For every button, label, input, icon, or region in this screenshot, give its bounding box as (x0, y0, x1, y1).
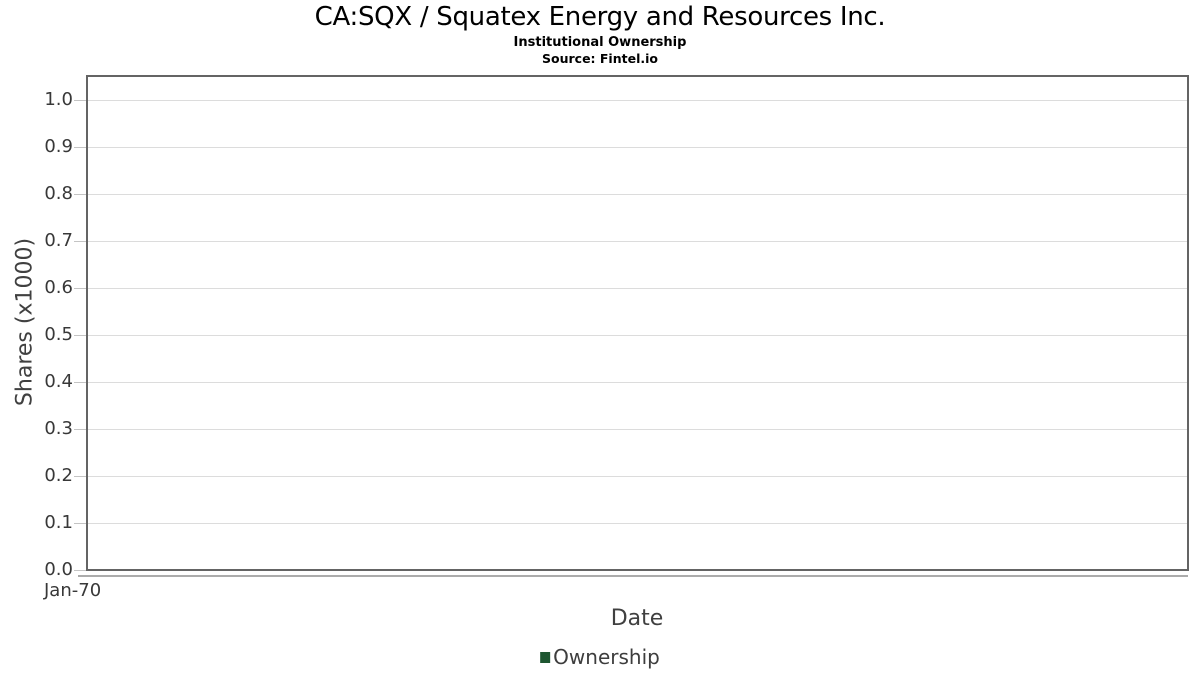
y-tick-label: 0.2 (44, 465, 73, 486)
chart-title: CA:SQX / Squatex Energy and Resources In… (314, 2, 886, 32)
y-tick-mark (74, 100, 86, 101)
gridline (88, 429, 1187, 430)
y-tick-mark (74, 241, 86, 242)
y-tick-mark (74, 288, 86, 289)
chart-subtitle: Institutional Ownership (513, 35, 687, 50)
gridline (88, 335, 1187, 336)
gridline (88, 147, 1187, 148)
chart-source: Source: Fintel.io (542, 51, 658, 66)
x-tick-label: Jan-70 (44, 580, 102, 601)
legend-label: Ownership (553, 645, 660, 669)
gridline (88, 523, 1187, 524)
y-axis-title: Shares (x1000) (12, 237, 38, 407)
y-tick-label: 0.4 (44, 371, 73, 392)
gridline (88, 476, 1187, 477)
y-tick-mark (74, 570, 86, 571)
y-tick-label: 0.7 (44, 230, 73, 251)
y-tick-mark (74, 194, 86, 195)
y-tick-label: 0.0 (44, 559, 73, 580)
y-tick-label: 0.3 (44, 418, 73, 439)
gridline (88, 382, 1187, 383)
y-tick-label: 0.5 (44, 324, 73, 345)
y-tick-label: 0.6 (44, 277, 73, 298)
y-tick-mark (74, 429, 86, 430)
x-axis-title: Date (610, 606, 664, 631)
y-tick-mark (74, 147, 86, 148)
y-tick-mark (74, 382, 86, 383)
gridline (88, 100, 1187, 101)
y-tick-label: 0.9 (44, 136, 73, 157)
x-axis-line (78, 575, 1188, 577)
legend-swatch-icon (540, 651, 551, 663)
gridline (88, 288, 1187, 289)
plot-area (86, 75, 1189, 571)
y-tick-mark (74, 476, 86, 477)
y-tick-label: 0.8 (44, 183, 73, 204)
gridline (88, 194, 1187, 195)
legend: Ownership (540, 645, 660, 669)
y-tick-mark (74, 335, 86, 336)
y-tick-label: 0.1 (44, 512, 73, 533)
y-tick-label: 1.0 (44, 89, 73, 110)
gridline (88, 241, 1187, 242)
y-tick-mark (74, 523, 86, 524)
